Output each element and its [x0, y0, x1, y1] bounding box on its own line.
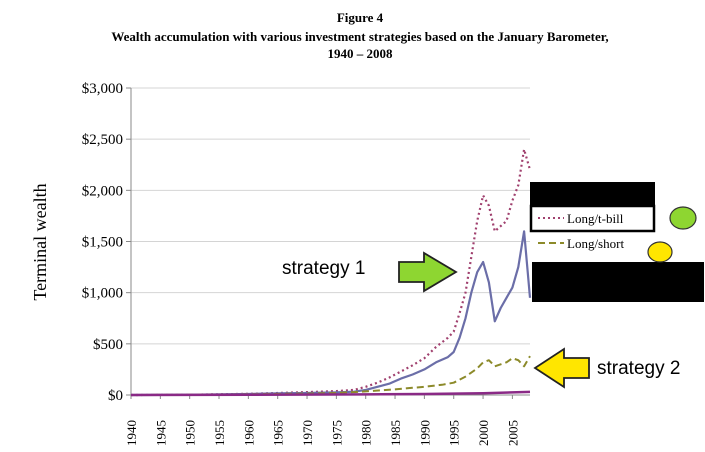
x-tick-label: 1985: [388, 420, 403, 446]
green-circle-marker: [669, 206, 697, 230]
legend-highlight-box: [529, 204, 656, 233]
y-tick-label: $500: [93, 337, 123, 353]
series-other-line: [130, 390, 531, 397]
x-tick-label: 1945: [153, 420, 168, 446]
y-tick-label: $0: [108, 388, 123, 404]
chart-title-line1: Wealth accumulation with various investm…: [111, 29, 608, 44]
green-arrow-icon: [398, 251, 458, 293]
chart-title-line2: 1940 – 2008: [328, 46, 394, 61]
figure-label: Figure 4: [337, 10, 384, 25]
series-long-short-line: [130, 355, 531, 396]
yellow-arrow-icon: [533, 347, 590, 389]
strategy1-label: strategy 1: [282, 258, 365, 279]
y-tick-label: $3,000: [82, 81, 123, 97]
x-tick-label: 1970: [300, 420, 315, 446]
x-tick-label: 2000: [476, 420, 491, 446]
y-tick-label: $2,500: [82, 132, 123, 148]
x-tick-label: 1950: [183, 420, 198, 446]
y-tick-label: $2,000: [82, 183, 123, 199]
y-axis-label: Terminal wealth: [30, 183, 50, 300]
x-tick-label: 2005: [505, 420, 520, 446]
x-tick-labels: 1940 1945 1950 1955 1960 1965 1970 1975 1980 1985…: [124, 395, 520, 446]
x-tick-label: 1980: [359, 420, 374, 446]
strategy2-label: strategy 2: [597, 358, 680, 379]
gridlines: [131, 87, 530, 345]
x-tick-label: 1990: [417, 420, 432, 446]
x-tick-label: 1940: [124, 420, 139, 446]
yellow-circle-marker: [647, 241, 673, 263]
series-buy-hold-line: [130, 230, 532, 397]
x-tick-label: 1965: [271, 420, 286, 446]
legend-redaction-bottom: [532, 262, 704, 302]
legend-redaction-top: [530, 182, 655, 207]
y-tick-label: $1,500: [82, 235, 123, 251]
x-tick-label: 1975: [329, 420, 344, 446]
legend-label-long-short: Long/short: [567, 236, 624, 251]
x-tick-label: 1995: [447, 420, 462, 446]
legend-label-long-tbill: Long/t-bill: [567, 211, 624, 226]
y-tick-label: $1,000: [82, 286, 123, 302]
x-tick-label: 1955: [212, 420, 227, 446]
y-tick-labels: $0 $500 $1,000 $1,500 $2,000 $2,500 $3,000: [82, 81, 131, 404]
x-tick-label: 1960: [241, 420, 256, 446]
series-lines: [130, 148, 532, 397]
